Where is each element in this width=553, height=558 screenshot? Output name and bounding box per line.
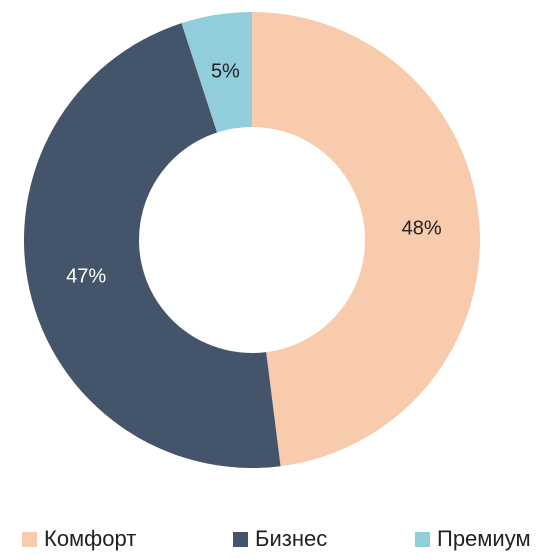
slice-label: 5% [211, 60, 240, 82]
legend-text: Комфорт [44, 526, 136, 551]
legend-swatch [22, 532, 37, 547]
slice-label: 47% [66, 265, 106, 287]
legend-swatch [233, 532, 248, 547]
slice [23, 23, 281, 469]
slice [252, 12, 481, 467]
slice-label: 48% [402, 218, 442, 240]
legend-swatch [415, 532, 430, 547]
slice [181, 12, 252, 133]
legend-text: Бизнес [255, 526, 327, 551]
legend-text: Премиум [437, 526, 531, 551]
